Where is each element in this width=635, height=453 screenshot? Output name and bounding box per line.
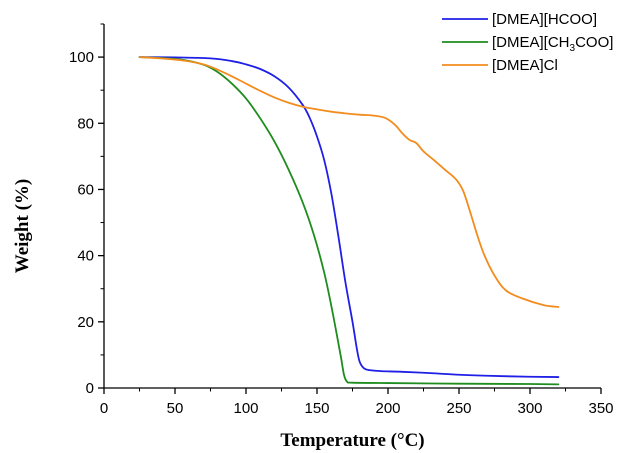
x-tick-label: 100 [233, 400, 258, 417]
legend-label-1: [DMEA][CH3COO] [492, 34, 613, 54]
y-tick-label: 20 [77, 314, 94, 331]
y-tick-label: 100 [69, 49, 94, 66]
y-ticks: 0 20 40 60 80 100 [69, 23, 104, 397]
series-line-0 [138, 56, 560, 378]
y-tick-label: 0 [86, 380, 94, 397]
x-tick-label: 300 [517, 400, 542, 417]
x-tick-label: 200 [375, 400, 400, 417]
x-tick-label: 150 [304, 400, 329, 417]
legend-label-0: [DMEA][HCOO] [492, 11, 597, 28]
legend: [DMEA][HCOO] [DMEA][CH3COO] [DMEA]Cl [442, 11, 613, 74]
x-axis-title: Temperature (°C) [280, 430, 424, 451]
x-ticks: 0 50 100 150 200 250 300 350 [100, 388, 614, 417]
y-tick-label: 40 [77, 248, 94, 265]
y-tick-label: 60 [77, 181, 94, 198]
series-line-2 [138, 56, 560, 308]
x-tick-label: 250 [446, 400, 471, 417]
axes: 0 50 100 150 200 250 300 350 0 20 40 60 80 100 [69, 23, 614, 417]
x-tick-label: 350 [588, 400, 613, 417]
series-group [138, 56, 560, 386]
legend-label-2: [DMEA]Cl [492, 57, 558, 74]
x-tick-label: 0 [100, 400, 108, 417]
series-line-1 [138, 56, 560, 386]
y-tick-label: 80 [77, 115, 94, 132]
y-axis-title: Weight (%) [12, 179, 33, 273]
x-tick-label: 50 [167, 400, 184, 417]
